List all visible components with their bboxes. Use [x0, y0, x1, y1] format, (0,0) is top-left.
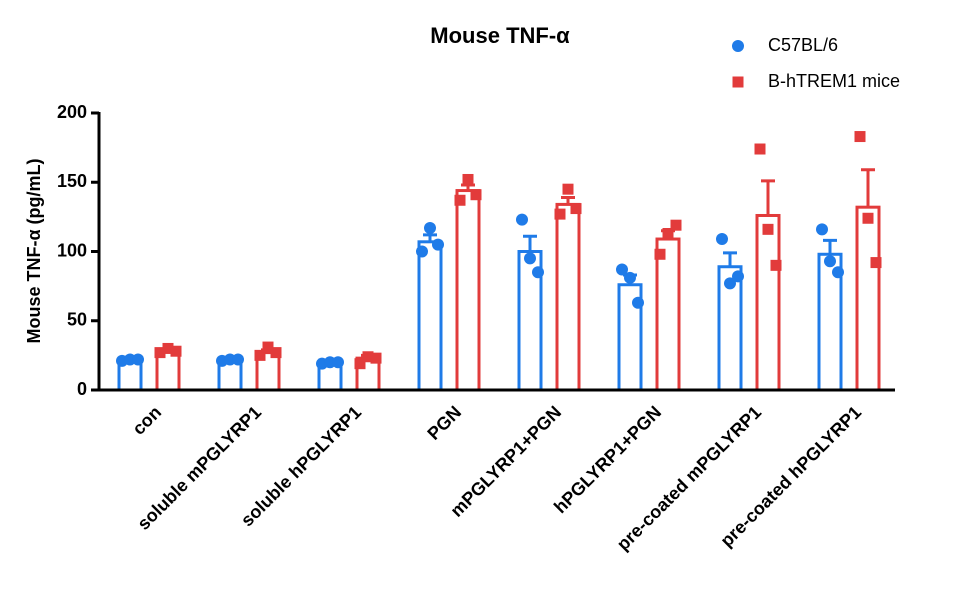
- data-point: [654, 248, 666, 260]
- data-point: [732, 270, 744, 283]
- legend-marker: [732, 40, 744, 52]
- y-tick-label: 150: [57, 171, 87, 191]
- x-tick-label: hPGLYRP1+PGN: [550, 402, 665, 517]
- data-point: [770, 259, 782, 271]
- bar: [655, 237, 681, 392]
- data-point: [832, 266, 844, 279]
- error-bar: [723, 251, 737, 267]
- error-bar: [823, 238, 837, 255]
- y-tick-label: 0: [77, 379, 87, 399]
- x-tick-label: con: [128, 402, 165, 439]
- data-point: [270, 347, 282, 359]
- x-tick-label: PGN: [423, 402, 465, 444]
- data-point: [516, 213, 528, 226]
- data-point: [170, 345, 182, 357]
- data-point: [262, 341, 274, 353]
- error-bar: [861, 168, 875, 208]
- y-tick-label: 200: [57, 102, 87, 122]
- bar: [755, 213, 781, 392]
- data-point: [424, 221, 436, 234]
- data-point: [462, 173, 474, 185]
- data-point: [532, 266, 544, 279]
- data-point: [562, 183, 574, 195]
- y-axis-title: Mouse TNF-α (pg/mL): [24, 158, 44, 343]
- data-point: [716, 233, 728, 246]
- y-tick-label: 50: [67, 310, 87, 330]
- data-point: [762, 223, 774, 235]
- data-point: [754, 143, 766, 155]
- data-point: [416, 245, 428, 258]
- error-bar: [561, 195, 575, 205]
- data-point: [432, 238, 444, 251]
- bar: [455, 189, 481, 392]
- legend-label: B-hTREM1 mice: [768, 71, 900, 91]
- data-point: [662, 227, 674, 239]
- data-point: [824, 255, 836, 268]
- data-point: [132, 353, 144, 366]
- data-point: [570, 203, 582, 215]
- data-point: [154, 347, 166, 359]
- data-point: [632, 296, 644, 309]
- data-point: [362, 351, 374, 363]
- data-point: [162, 342, 174, 354]
- data-point: [524, 252, 536, 265]
- chart-title: Mouse TNF-α: [430, 23, 570, 48]
- data-point: [254, 349, 266, 361]
- data-point: [232, 353, 244, 366]
- data-point: [470, 189, 482, 201]
- error-bar: [761, 179, 775, 216]
- error-bar: [423, 233, 437, 242]
- data-point: [554, 208, 566, 220]
- bar: [417, 240, 443, 392]
- data-point: [816, 223, 828, 236]
- legend-label: C57BL/6: [768, 35, 838, 55]
- data-point: [624, 271, 636, 284]
- error-bar: [461, 183, 475, 191]
- data-point: [870, 257, 882, 269]
- legend-marker: [732, 76, 744, 88]
- data-point: [616, 263, 628, 276]
- y-tick-label: 100: [57, 240, 87, 260]
- data-point: [670, 219, 682, 231]
- data-point: [862, 212, 874, 224]
- bar: [855, 205, 881, 392]
- data-point: [354, 358, 366, 370]
- data-point: [454, 194, 466, 206]
- data-point: [332, 356, 344, 369]
- data-point: [370, 352, 382, 364]
- data-point: [724, 277, 736, 290]
- x-tick-label: mPGLYRP1+PGN: [446, 402, 565, 521]
- error-bar: [523, 234, 537, 252]
- data-point: [854, 131, 866, 143]
- bar: [555, 202, 581, 392]
